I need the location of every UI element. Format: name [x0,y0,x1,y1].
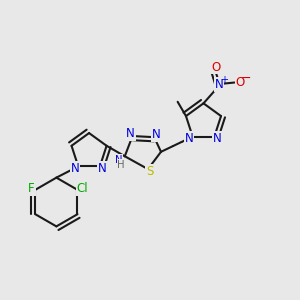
Text: N: N [98,162,107,175]
Text: O: O [211,61,220,74]
Text: F: F [28,182,35,195]
Text: N: N [152,128,160,141]
Text: H: H [117,160,125,170]
Text: N: N [185,132,194,145]
Text: S: S [146,165,153,178]
Text: N: N [126,127,135,140]
Text: N: N [70,162,79,175]
Text: Cl: Cl [76,182,88,195]
Text: −: − [241,72,251,85]
Text: O: O [236,76,245,89]
Text: +: + [220,75,228,85]
Text: N: N [215,78,224,91]
Text: N: N [213,132,222,145]
Text: N: N [115,155,122,165]
